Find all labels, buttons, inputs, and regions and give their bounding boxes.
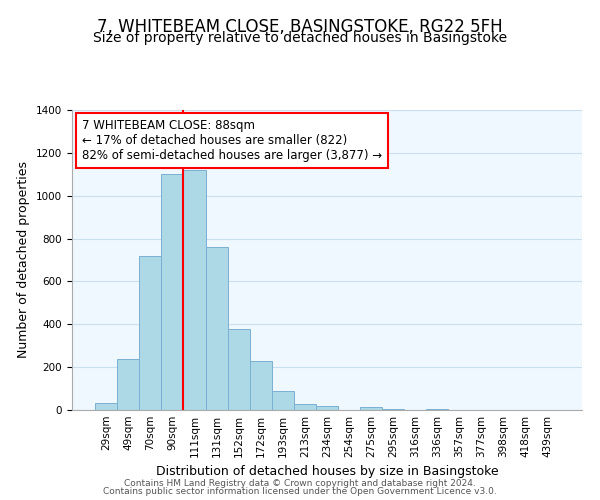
Bar [382,409,404,410]
Bar [161,174,184,410]
Y-axis label: Number of detached properties: Number of detached properties [17,162,31,358]
Bar [139,256,161,410]
Bar [360,407,382,410]
Text: 7, WHITEBEAM CLOSE, BASINGSTOKE, RG22 5FH: 7, WHITEBEAM CLOSE, BASINGSTOKE, RG22 5F… [97,18,503,36]
Bar [117,358,139,410]
X-axis label: Distribution of detached houses by size in Basingstoke: Distribution of detached houses by size … [155,466,499,478]
Text: Contains HM Land Registry data © Crown copyright and database right 2024.: Contains HM Land Registry data © Crown c… [124,478,476,488]
Text: 7 WHITEBEAM CLOSE: 88sqm
← 17% of detached houses are smaller (822)
82% of semi-: 7 WHITEBEAM CLOSE: 88sqm ← 17% of detach… [82,119,382,162]
Text: Size of property relative to detached houses in Basingstoke: Size of property relative to detached ho… [93,31,507,45]
Bar [272,390,294,410]
Bar [250,360,272,410]
Bar [95,402,117,410]
Bar [294,404,316,410]
Bar [427,409,448,410]
Bar [206,247,227,410]
Bar [184,170,206,410]
Text: Contains public sector information licensed under the Open Government Licence v3: Contains public sector information licen… [103,487,497,496]
Bar [227,328,250,410]
Bar [316,406,338,410]
